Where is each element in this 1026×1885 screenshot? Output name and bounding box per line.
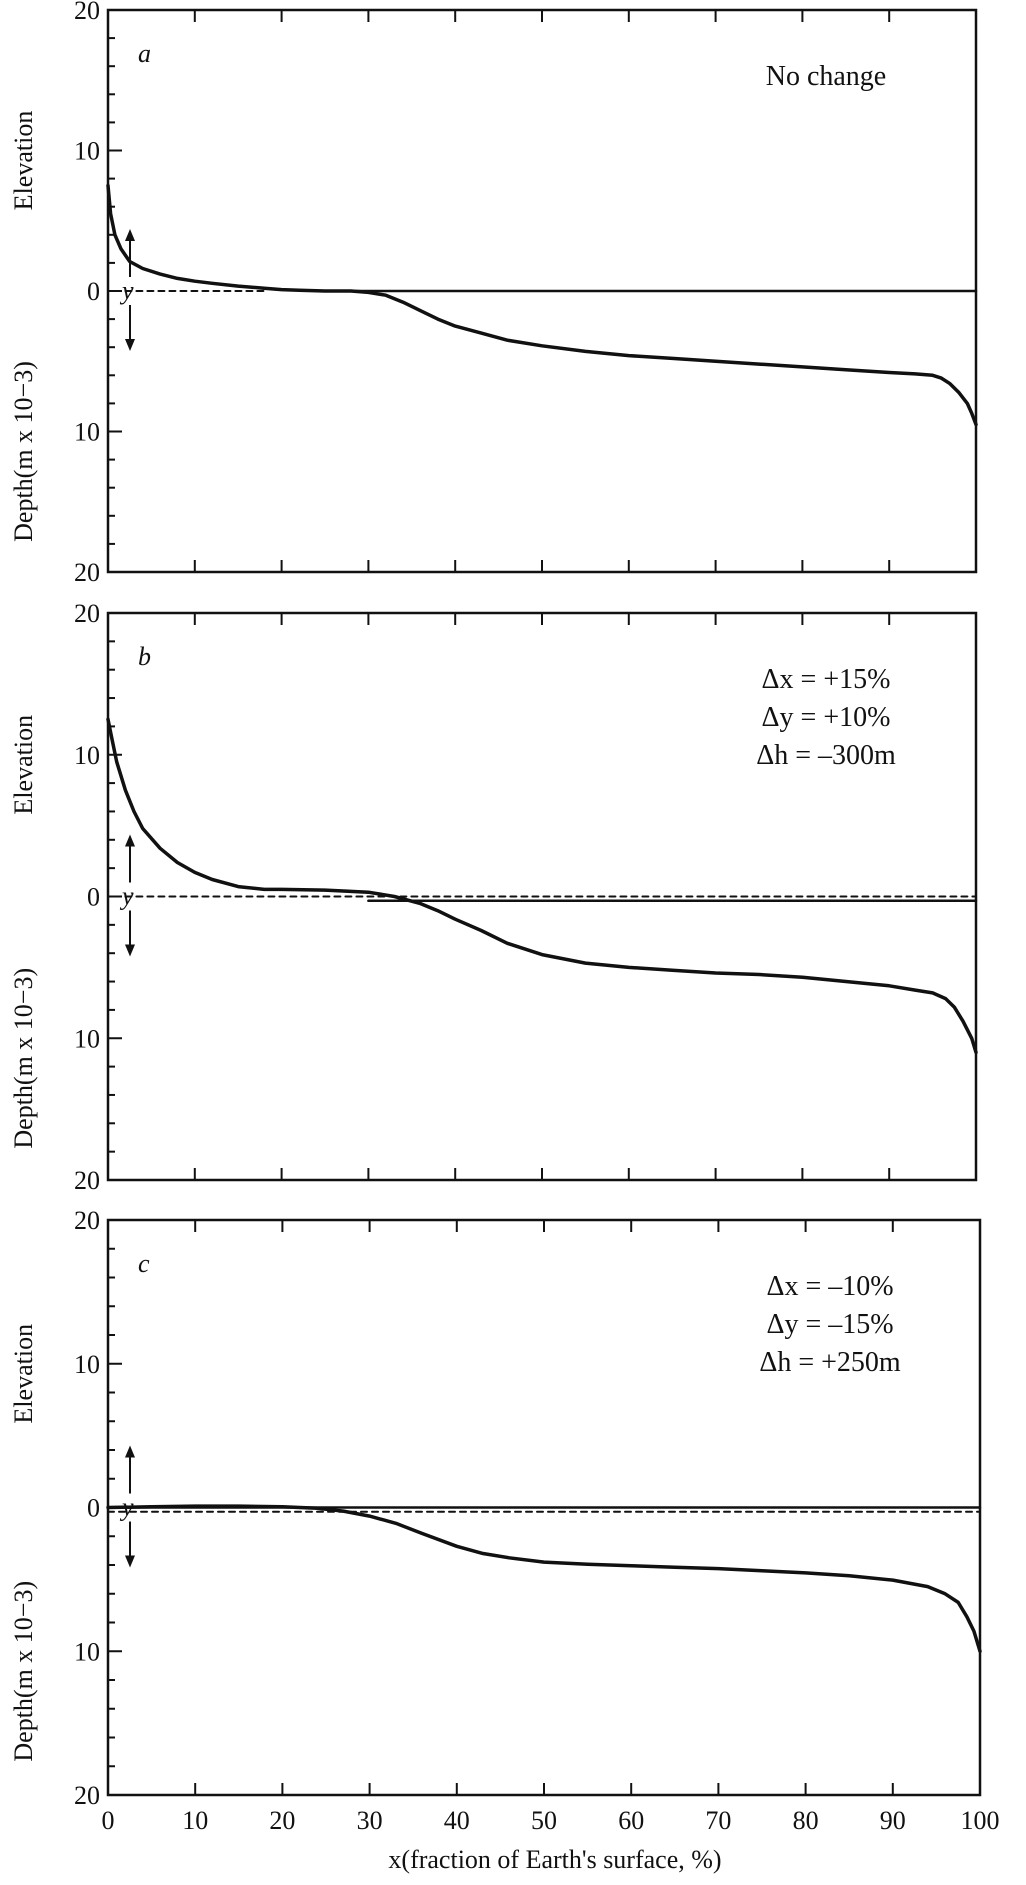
y-axis-title-depth: Depth(m x 10−3) xyxy=(9,1581,38,1762)
chart-panel-b: 20 10 0 10 20 Elevation Depth(m x 10−3) y b Δx = … xyxy=(9,599,978,1195)
y-tick-label: 20 xyxy=(74,1206,100,1235)
y-tick-label: 0 xyxy=(87,1494,100,1523)
y-arrow-up-icon xyxy=(125,1445,135,1458)
y-tick-label: 10 xyxy=(74,1024,100,1053)
x-tick-label: 80 xyxy=(793,1806,819,1835)
x-tick-label: 0 xyxy=(102,1806,115,1835)
x-tick-label: 50 xyxy=(531,1806,557,1835)
hypsometric-curve xyxy=(106,1504,982,1654)
x-tick-label: 10 xyxy=(182,1806,208,1835)
y-tick-label: 0 xyxy=(87,277,100,306)
x-tick-label: 40 xyxy=(444,1806,470,1835)
panel-annotation: Δx = –10% xyxy=(766,1271,893,1302)
y-tick-label: 10 xyxy=(74,1350,100,1379)
panel-annotation: Δy = +10% xyxy=(762,702,891,733)
panel-letter: c xyxy=(138,1249,150,1278)
y-marker-label: y xyxy=(119,882,134,911)
y-axis-title-elevation: Elevation xyxy=(9,111,38,211)
panel-annotation: No change xyxy=(766,61,887,92)
x-tick-label: 70 xyxy=(705,1806,731,1835)
x-axis-title: x(fraction of Earth's surface, %) xyxy=(388,1845,721,1874)
panel-annotation: Δh = +250m xyxy=(759,1347,901,1378)
x-tick-label: 60 xyxy=(618,1806,644,1835)
panel-annotation: Δh = –300m xyxy=(756,740,896,771)
y-tick-label: 20 xyxy=(74,1781,100,1810)
y-arrow-down-icon xyxy=(125,339,135,351)
y-tick-label: 20 xyxy=(74,599,100,628)
y-axis-title-elevation: Elevation xyxy=(9,1324,38,1424)
hypsometric-curve xyxy=(106,183,978,427)
y-marker-label: y xyxy=(119,276,134,305)
panel-annotation: Δx = +15% xyxy=(762,664,891,695)
panel-letter: a xyxy=(138,39,151,68)
y-axis-title-elevation: Elevation xyxy=(9,715,38,815)
x-tick-label: 20 xyxy=(269,1806,295,1835)
y-tick-label: 20 xyxy=(74,0,100,25)
y-tick-label: 20 xyxy=(74,558,100,587)
chart-panel-a: 20 10 0 10 20 Elevation Depth(m x 10−3) y a No ch… xyxy=(9,0,978,587)
y-arrow-down-icon xyxy=(125,1555,135,1568)
y-arrow-up-icon xyxy=(125,834,135,847)
y-tick-label: 10 xyxy=(74,741,100,770)
y-arrow-down-icon xyxy=(125,944,135,957)
x-tick-label: 100 xyxy=(961,1806,1000,1835)
y-tick-label: 10 xyxy=(74,418,100,447)
panel-letter: b xyxy=(138,642,151,671)
y-axis-title-depth: Depth(m x 10−3) xyxy=(9,968,38,1149)
y-axis-title-depth: Depth(m x 10−3) xyxy=(9,361,38,542)
y-tick-label: 20 xyxy=(74,1166,100,1195)
y-tick-label: 10 xyxy=(74,1637,100,1666)
y-tick-label: 0 xyxy=(87,883,100,912)
y-marker-label: y xyxy=(119,1493,134,1522)
y-arrow-up-icon xyxy=(125,229,135,241)
x-tick-label: 90 xyxy=(880,1806,906,1835)
x-tick-label: 30 xyxy=(357,1806,383,1835)
panel-annotation: Δy = –15% xyxy=(766,1309,893,1340)
hypsometric-curve xyxy=(106,717,978,1055)
y-tick-label: 10 xyxy=(74,137,100,166)
